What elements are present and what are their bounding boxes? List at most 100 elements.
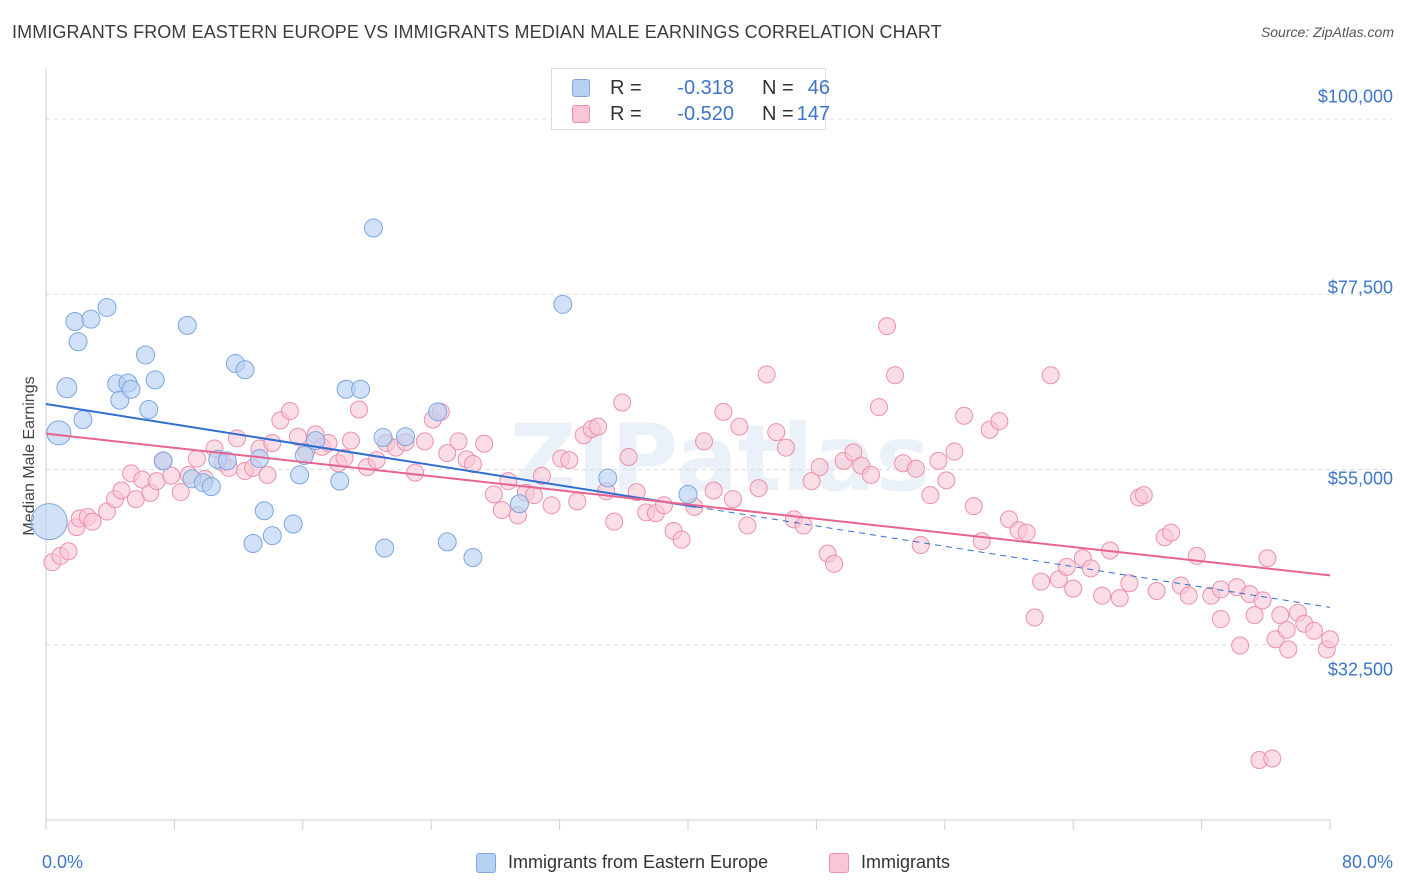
- data-point-eastern-europe: [235, 360, 255, 380]
- data-point-immigrants: [929, 451, 948, 470]
- data-point-eastern-europe: [177, 315, 197, 335]
- data-point-eastern-europe: [351, 379, 371, 399]
- data-point-immigrants: [964, 497, 983, 516]
- data-point-immigrants: [825, 554, 844, 573]
- data-point-immigrants: [1179, 586, 1198, 605]
- legend-row-immigrants: R = -0.520 N = 147: [572, 103, 830, 127]
- data-point-immigrants: [776, 438, 795, 457]
- data-point-eastern-europe: [290, 465, 310, 485]
- data-point-immigrants: [1245, 606, 1264, 625]
- data-point-immigrants: [767, 423, 786, 442]
- data-point-eastern-europe: [139, 399, 159, 419]
- data-point-eastern-europe: [121, 379, 141, 399]
- data-point-immigrants: [738, 516, 757, 535]
- legend-n-value: 46: [807, 77, 830, 99]
- data-point-eastern-europe: [396, 427, 416, 447]
- data-point-immigrants: [1110, 589, 1129, 607]
- x-tick-label-min: 0.0%: [42, 852, 84, 872]
- data-point-immigrants: [288, 427, 307, 446]
- data-point-immigrants: [1041, 366, 1060, 385]
- y-tick-label-100000: $100,000: [1317, 86, 1393, 107]
- x-tick-label-max: 80.0%: [1341, 852, 1393, 872]
- stats-legend: R = -0.318 N = 46 R = -0.520 N = 147: [551, 68, 830, 130]
- data-point-immigrants: [810, 458, 829, 477]
- data-point-eastern-europe: [30, 503, 68, 541]
- data-point-immigrants: [1162, 523, 1181, 542]
- bottom-legend-label: Immigrants from Eastern Europe: [508, 852, 769, 872]
- data-point-immigrants: [730, 417, 749, 436]
- data-point-immigrants: [1231, 636, 1250, 655]
- data-point-immigrants: [1081, 559, 1100, 578]
- data-point-immigrants: [1211, 580, 1230, 599]
- y-tick-label-55000: $55,000: [1327, 468, 1393, 489]
- trend-line-eastern-europe-extension: [695, 506, 1331, 608]
- data-point-immigrants: [280, 402, 299, 421]
- bottom-legend-label: Immigrants: [861, 852, 951, 872]
- data-point-immigrants: [415, 432, 434, 451]
- data-point-eastern-europe: [254, 501, 274, 521]
- data-point-immigrants: [844, 443, 863, 462]
- data-point-immigrants: [1093, 586, 1112, 605]
- data-point-eastern-europe: [73, 410, 93, 430]
- data-point-eastern-europe: [153, 451, 173, 471]
- legend-n-value: 147: [796, 103, 830, 125]
- data-point-immigrants: [906, 459, 925, 478]
- data-point-eastern-europe: [97, 297, 117, 317]
- data-point-immigrants: [945, 442, 964, 461]
- data-point-eastern-europe: [428, 402, 448, 422]
- data-point-immigrants: [878, 317, 897, 336]
- data-point-immigrants: [1057, 557, 1076, 576]
- data-point-immigrants: [695, 432, 714, 451]
- data-point-immigrants: [162, 466, 181, 485]
- data-point-eastern-europe: [262, 526, 282, 546]
- data-point-immigrants: [1304, 621, 1323, 640]
- data-point-immigrants: [349, 400, 368, 419]
- data-point-immigrants: [613, 393, 632, 412]
- bottom-legend-eastern-europe: Immigrants from Eastern Europe: [476, 852, 806, 876]
- data-point-immigrants: [263, 433, 282, 452]
- data-point-immigrants: [794, 516, 813, 535]
- bottom-legend-swatch-pink: [829, 853, 849, 873]
- data-point-immigrants: [492, 500, 511, 519]
- data-point-immigrants: [367, 451, 386, 470]
- data-point-eastern-europe: [330, 471, 350, 491]
- data-point-immigrants: [568, 492, 587, 511]
- data-point-immigrants: [757, 365, 776, 384]
- bottom-legend-immigrants: Immigrants: [829, 852, 969, 876]
- data-point-immigrants: [484, 485, 503, 504]
- data-point-eastern-europe: [553, 294, 573, 314]
- data-point-immigrants: [990, 412, 1009, 431]
- data-point-immigrants: [438, 444, 457, 463]
- data-point-eastern-europe: [145, 370, 165, 390]
- data-point-immigrants: [861, 465, 880, 484]
- data-point-immigrants: [802, 472, 821, 491]
- data-point-eastern-europe: [65, 311, 85, 331]
- data-point-immigrants: [749, 479, 768, 498]
- data-point-immigrants: [542, 496, 561, 515]
- bottom-legend-swatch-blue: [476, 853, 496, 873]
- legend-r-value: -0.520: [677, 103, 734, 125]
- data-point-immigrants: [869, 398, 888, 417]
- data-point-immigrants: [1134, 486, 1153, 505]
- data-point-immigrants: [1277, 620, 1296, 639]
- data-point-immigrants: [1263, 749, 1282, 768]
- data-point-immigrants: [654, 496, 673, 515]
- data-point-eastern-europe: [598, 468, 618, 488]
- data-point-eastern-europe: [283, 514, 303, 534]
- y-tick-label-32500: $32,500: [1327, 659, 1393, 680]
- data-point-immigrants: [449, 432, 468, 451]
- data-point-immigrants: [475, 434, 494, 453]
- data-point-immigrants: [1279, 640, 1298, 659]
- data-point-eastern-europe: [243, 533, 263, 553]
- data-point-eastern-europe: [201, 477, 221, 497]
- data-point-immigrants: [955, 406, 974, 425]
- data-point-immigrants: [1147, 581, 1166, 600]
- data-point-eastern-europe: [373, 428, 393, 448]
- data-point-immigrants: [723, 490, 742, 509]
- data-point-immigrants: [258, 465, 277, 484]
- data-point-immigrants: [341, 431, 360, 450]
- data-point-immigrants: [921, 486, 940, 505]
- data-point-immigrants: [1211, 610, 1230, 629]
- data-point-immigrants: [605, 512, 624, 531]
- data-point-eastern-europe: [678, 484, 698, 504]
